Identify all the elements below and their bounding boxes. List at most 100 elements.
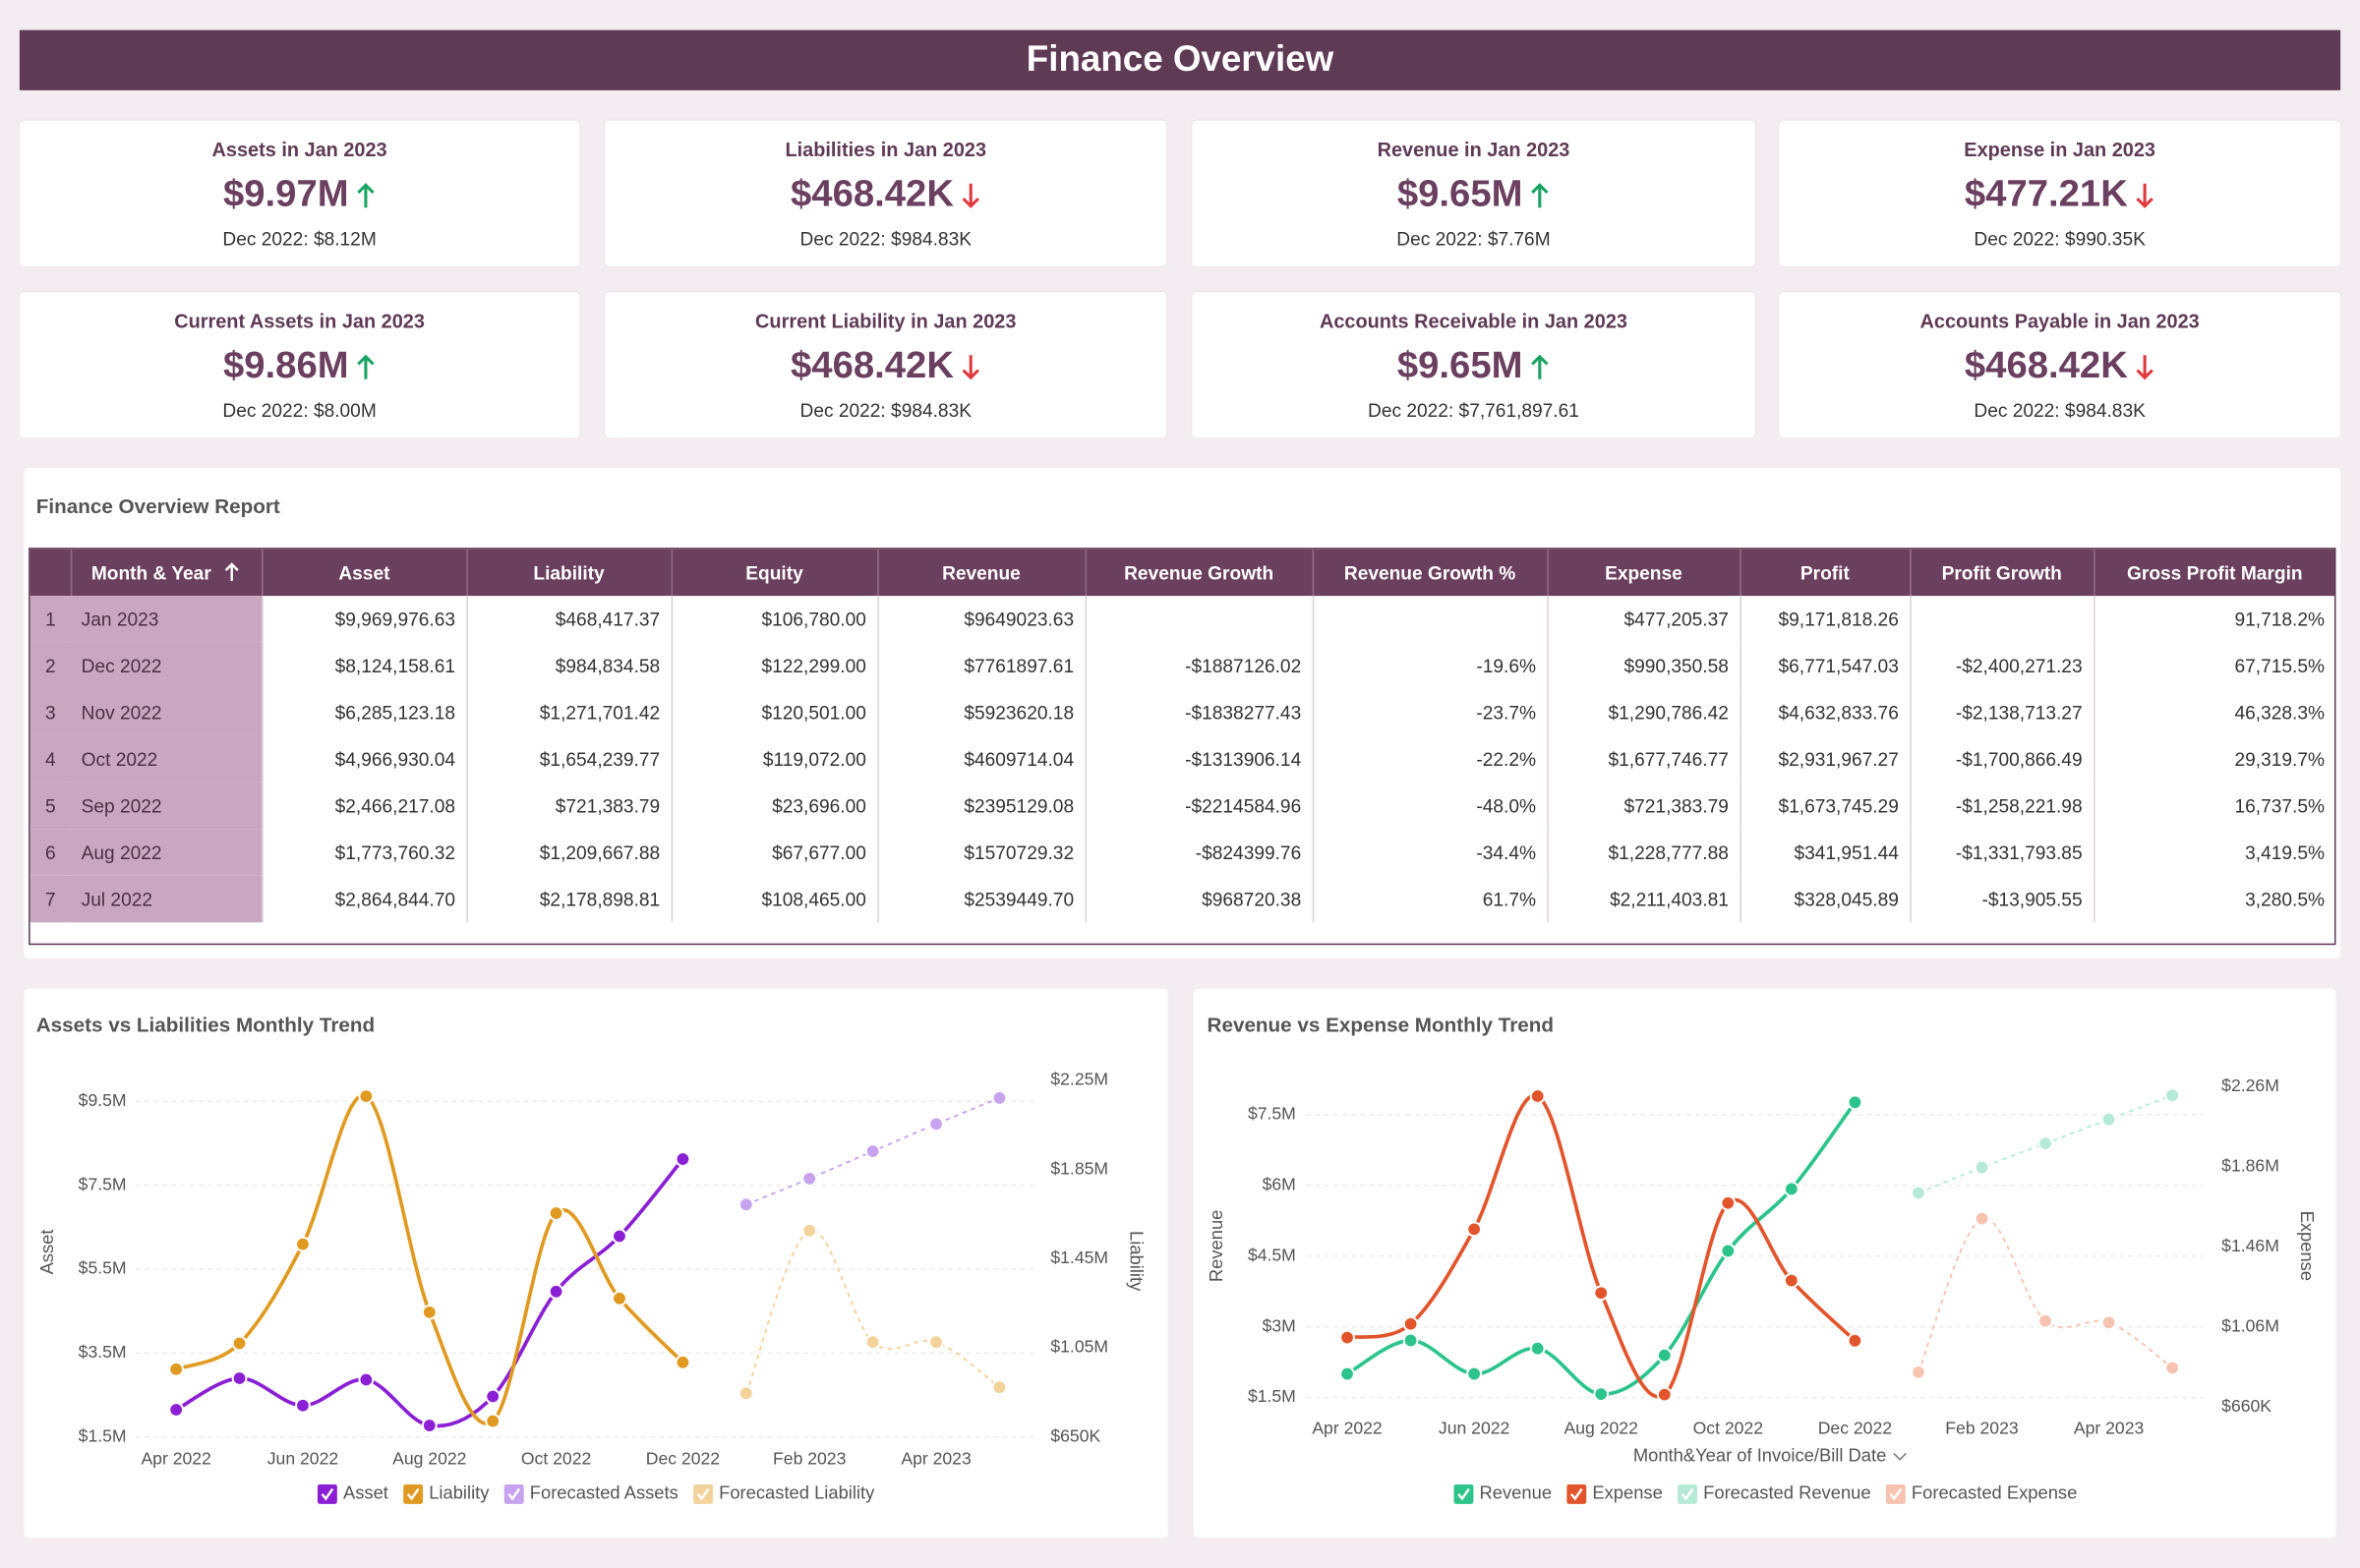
kpi-label: Current Assets in Jan 2023 bbox=[174, 310, 425, 333]
arrow-path bbox=[356, 182, 375, 207]
table-cell: $328,045.89 bbox=[1740, 875, 1912, 923]
kpi-comparison: Dec 2022: $7,761,897.61 bbox=[1368, 400, 1579, 422]
table-cell: -$2,400,271.23 bbox=[1910, 642, 2094, 690]
row-number: 2 bbox=[30, 642, 71, 690]
table-cell: $1570729.32 bbox=[877, 829, 1087, 876]
table-cell: $1,228,777.88 bbox=[1547, 829, 1741, 876]
table-cell: $9649023.63 bbox=[877, 596, 1087, 643]
table-cell: $2,211,403.81 bbox=[1547, 875, 1741, 923]
table-cell: $6,771,547.03 bbox=[1740, 642, 1912, 690]
column-header-text: Revenue Growth % bbox=[1343, 561, 1516, 584]
kpi-card: Liabilities in Jan 2023 $468.42K Dec 2022:… bbox=[605, 120, 1167, 266]
column-header: Liability bbox=[466, 549, 673, 597]
trend-arrow bbox=[2135, 354, 2154, 379]
table-cell: $23,696.00 bbox=[671, 782, 879, 830]
table-cell: $9,171,818.26 bbox=[1740, 596, 1912, 643]
table-cell: $721,383.79 bbox=[466, 782, 673, 830]
column-header-text: Expense bbox=[1605, 561, 1682, 584]
kpi-value-row: $9.97M bbox=[20, 173, 579, 216]
kpi-comparison: Dec 2022: $984.83K bbox=[799, 400, 972, 422]
kpi-card: Accounts Receivable in Jan 2023 $9.65M Dec… bbox=[1192, 291, 1755, 438]
table-cell: $1,290,786.42 bbox=[1547, 689, 1741, 736]
table-row: 2 Dec 2022 $8,124,158.61 $984,834.58 $122,29… bbox=[30, 642, 2334, 690]
row-number-header bbox=[30, 549, 72, 597]
table-cell bbox=[1910, 596, 2094, 643]
table-cell: $477,205.37 bbox=[1547, 596, 1741, 643]
kpi-comparison: Dec 2022: $984.83K bbox=[1974, 400, 2146, 422]
column-header-text: Revenue bbox=[942, 561, 1021, 584]
row-number: 3 bbox=[30, 689, 71, 736]
table-cell: 16,737.5% bbox=[2094, 782, 2334, 830]
kpi-value-row: $9.65M bbox=[1192, 173, 1754, 216]
chart-panel bbox=[1193, 988, 2336, 1539]
table-cell: $2,466,217.08 bbox=[262, 782, 468, 830]
column-header-text: Profit bbox=[1800, 561, 1850, 584]
table-row: 1 Jan 2023 $9,969,976.63 $468,417.37 $106,78… bbox=[30, 596, 2334, 643]
kpi-label: Revenue in Jan 2023 bbox=[1377, 138, 1570, 161]
table-title: Finance Overview Report bbox=[35, 494, 280, 518]
kpi-comparison: Dec 2022: $8.00M bbox=[222, 400, 377, 422]
kpi-value: $468.42K bbox=[791, 173, 954, 215]
table-cell: $4,632,833.76 bbox=[1740, 689, 1912, 736]
table-cell: -$1,258,221.98 bbox=[1910, 782, 2094, 830]
table-cell: $468,417.37 bbox=[466, 596, 673, 643]
kpi-label: Liabilities in Jan 2023 bbox=[785, 138, 987, 161]
row-number: 4 bbox=[30, 735, 71, 783]
column-header-text: Revenue Growth bbox=[1124, 561, 1274, 584]
table-cell: $106,780.00 bbox=[671, 596, 879, 643]
table-cell: -$1313906.14 bbox=[1085, 735, 1314, 783]
chart-panel bbox=[24, 988, 1168, 1539]
table-cell: -$1,331,793.85 bbox=[1910, 829, 2094, 876]
row-number: 5 bbox=[30, 782, 71, 830]
kpi-label: Accounts Payable in Jan 2023 bbox=[1919, 310, 2200, 333]
kpi-card: Assets in Jan 2023 $9.97M Dec 2022: $8.12M bbox=[19, 120, 580, 266]
header-bar: Finance Overview bbox=[19, 29, 2341, 90]
table-cell: 46,328.3% bbox=[2094, 689, 2334, 736]
arrow-path bbox=[356, 353, 375, 378]
row-number: 7 bbox=[30, 875, 71, 923]
table-cell: -48.0% bbox=[1312, 782, 1549, 830]
trend-arrow bbox=[2135, 182, 2154, 208]
kpi-value-row: $9.86M bbox=[20, 345, 579, 388]
trend-arrow bbox=[356, 182, 375, 207]
table-cell: Jul 2022 bbox=[70, 875, 264, 923]
table-cell: $2539449.70 bbox=[877, 875, 1087, 923]
table-cell: $1,677,746.77 bbox=[1547, 735, 1741, 783]
table-cell: -19.6% bbox=[1312, 642, 1549, 690]
table-cell: $2,178,898.81 bbox=[466, 875, 673, 923]
table-cell: $120,501.00 bbox=[671, 689, 879, 736]
kpi-value: $9.65M bbox=[1396, 344, 1523, 387]
column-header-text: Month & Year bbox=[90, 562, 211, 584]
kpi-card: Revenue in Jan 2023 $9.65M Dec 2022: $7.76… bbox=[1192, 120, 1755, 266]
kpi-comparison: Dec 2022: $8.12M bbox=[222, 228, 377, 251]
table-cell: Dec 2022 bbox=[70, 642, 264, 690]
header-row: Month & Year Asset Liability Equity Revenue R… bbox=[30, 549, 2334, 597]
table-cell: -$2,138,713.27 bbox=[1910, 689, 2094, 736]
trend-arrow bbox=[962, 182, 979, 208]
kpi-label: Expense in Jan 2023 bbox=[1964, 138, 2155, 161]
column-header: Revenue Growth % bbox=[1312, 549, 1549, 597]
table-cell: 29,319.7% bbox=[2094, 735, 2334, 783]
table-cell: -$13,905.55 bbox=[1910, 875, 2094, 923]
kpi-label: Assets in Jan 2023 bbox=[211, 138, 387, 161]
column-header: Revenue bbox=[877, 549, 1087, 597]
column-header: Month & Year bbox=[70, 549, 264, 597]
table-cell: $122,299.00 bbox=[671, 642, 879, 690]
table-cell: $108,465.00 bbox=[671, 875, 879, 923]
table-cell: -$2214584.96 bbox=[1085, 782, 1314, 830]
sort-icon bbox=[225, 562, 240, 581]
table-cell: -$824399.76 bbox=[1085, 829, 1314, 876]
table-row: 4 Oct 2022 $4,966,930.04 $1,654,239.77 $119,… bbox=[30, 735, 2334, 783]
kpi-value: $477.21K bbox=[1964, 173, 2128, 215]
table-cell: $67,677.00 bbox=[671, 829, 879, 876]
trend-arrow bbox=[1530, 353, 1549, 378]
arrow-path bbox=[962, 182, 979, 208]
kpi-label: Accounts Receivable in Jan 2023 bbox=[1319, 310, 1627, 333]
table-cell: $1,654,239.77 bbox=[466, 735, 673, 783]
table-cell: $984,834.58 bbox=[466, 642, 673, 690]
table-cell: $5923620.18 bbox=[877, 689, 1087, 736]
table-cell: 67,715.5% bbox=[2094, 642, 2334, 690]
table-cell: $119,072.00 bbox=[671, 735, 879, 783]
table-cell: $721,383.79 bbox=[1547, 782, 1741, 830]
